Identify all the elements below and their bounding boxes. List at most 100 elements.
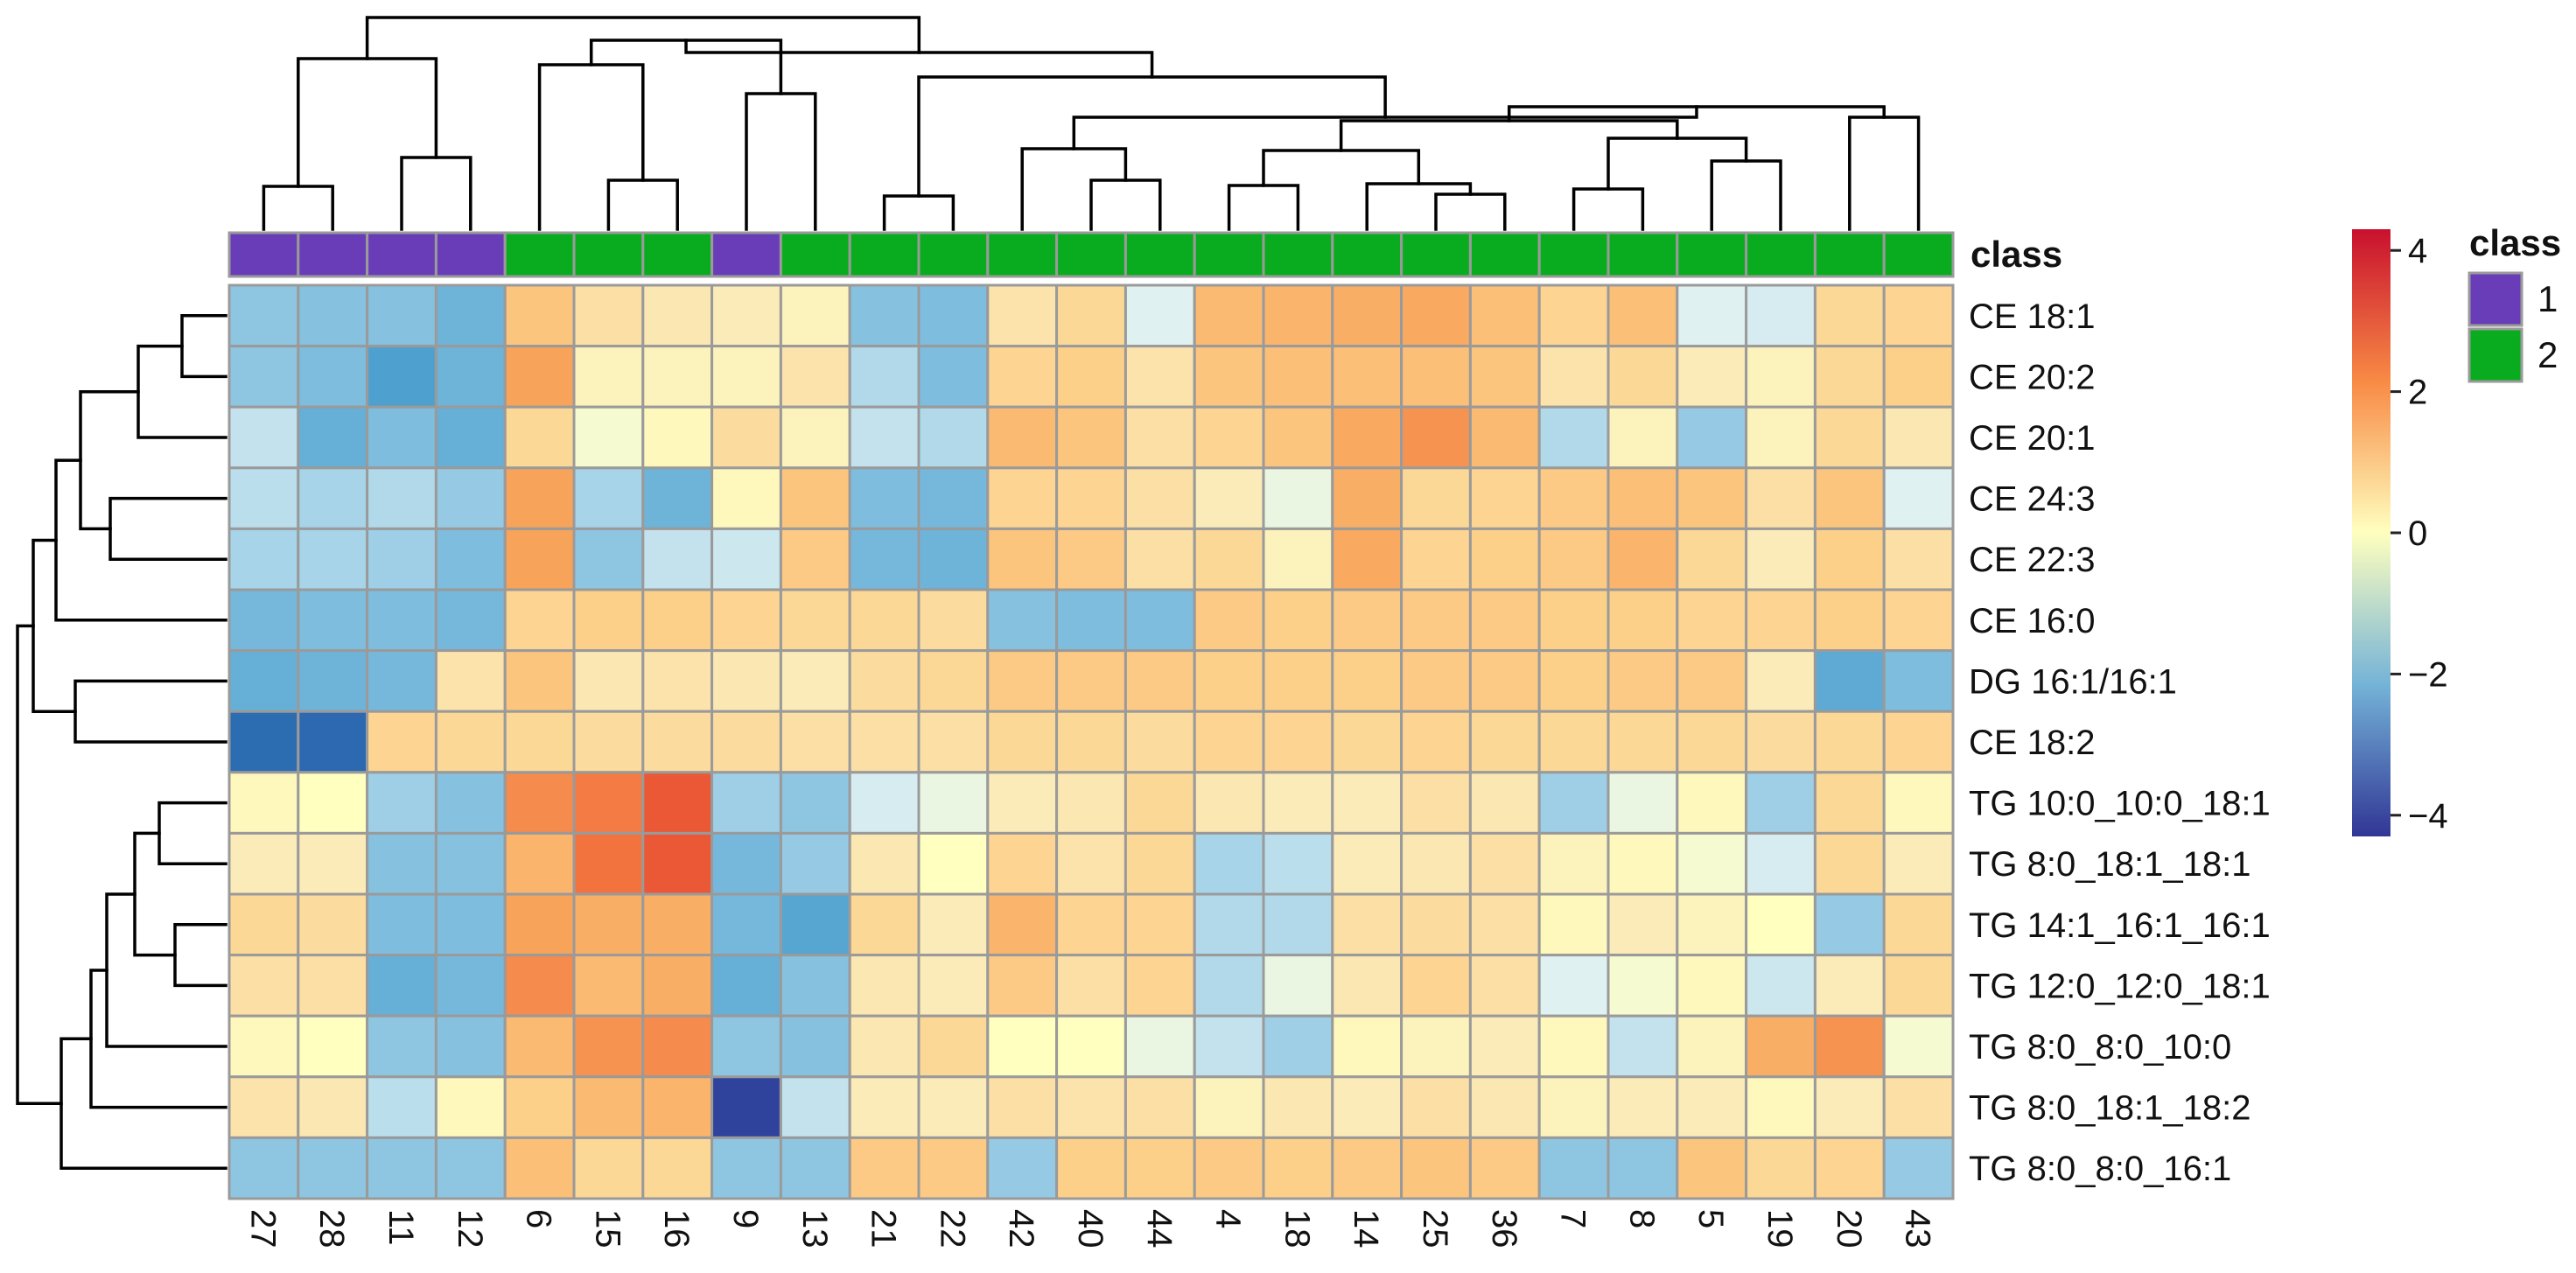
heatmap-cell <box>1331 1075 1404 1139</box>
heatmap-cell <box>1262 345 1334 409</box>
heatmap-cell <box>1055 466 1127 530</box>
heatmap-cell <box>1468 892 1541 957</box>
column-dendrogram-branch <box>606 178 679 231</box>
heatmap-cell <box>1124 405 1196 470</box>
heatmap-cell <box>1813 588 1886 653</box>
heatmap-cell <box>1745 1075 1816 1139</box>
heatmap-cell <box>1193 831 1265 896</box>
heatmap-cell <box>1331 283 1404 348</box>
heatmap-cell <box>572 892 645 957</box>
column-dendrogram-branch <box>1227 184 1300 231</box>
heatmap-cell <box>1193 283 1265 348</box>
heatmap-cell <box>917 771 990 835</box>
heatmap-cell <box>228 954 300 1018</box>
heatmap-cell <box>1745 954 1816 1018</box>
heatmap-cell <box>710 1136 782 1200</box>
heatmap-cell <box>1676 771 1748 835</box>
heatmap-cell <box>228 345 300 409</box>
heatmap-cell <box>1262 1075 1334 1139</box>
heatmap-cell <box>848 588 920 653</box>
heatmap-cell <box>1262 710 1334 774</box>
heatmap-cell <box>1882 588 1955 653</box>
row-label: TG 10:0_10:0_18:1 <box>1969 785 2271 823</box>
heatmap-cell <box>1813 710 1886 774</box>
heatmap-cell <box>1400 405 1472 470</box>
heatmap-cell <box>1193 1014 1265 1079</box>
heatmap-cell <box>1468 954 1541 1018</box>
heatmap-cell <box>1468 283 1541 348</box>
heatmap-cell <box>986 892 1059 957</box>
column-label: 22 <box>933 1209 971 1249</box>
heatmap-cell <box>1606 1014 1679 1079</box>
heatmap-cell <box>1676 954 1748 1018</box>
heatmap-cell <box>1676 588 1748 653</box>
heatmap-cell <box>297 405 369 470</box>
heatmap-cells <box>228 283 1955 1200</box>
heatmap-cell <box>1537 466 1610 530</box>
annotation-cell <box>1331 231 1404 278</box>
annotation-row-label: class <box>1970 234 2062 275</box>
heatmap-cell <box>228 1014 300 1079</box>
heatmap-cell <box>710 771 782 835</box>
heatmap-cell <box>1055 771 1127 835</box>
heatmap-cell <box>1124 466 1196 530</box>
heatmap-cell <box>1606 466 1679 530</box>
heatmap-cell <box>503 1136 576 1200</box>
heatmap-cell <box>1124 771 1196 835</box>
heatmap-cell <box>1745 588 1816 653</box>
heatmap-cell <box>1745 466 1816 530</box>
row-dendrogram-branch <box>158 801 228 865</box>
heatmap-cell <box>641 1075 714 1139</box>
heatmap-cell <box>572 527 645 591</box>
heatmap-cell <box>1468 710 1541 774</box>
column-dendrogram-branch <box>882 194 956 231</box>
heatmap-cell <box>1676 527 1748 591</box>
row-dendrogram-branch <box>180 314 228 379</box>
heatmap-cell <box>641 466 714 530</box>
heatmap-cell <box>366 831 438 896</box>
heatmap-cell <box>572 710 645 774</box>
row-dendrogram <box>16 314 228 1170</box>
row-label: TG 14:1_16:1_16:1 <box>1969 906 2271 945</box>
heatmap-cell <box>572 1075 645 1139</box>
heatmap-cell <box>917 954 990 1018</box>
heatmap-cell <box>1468 771 1541 835</box>
heatmap-cell <box>1193 649 1265 713</box>
color-scale-ticks: 4 2 0 −2 −4 <box>2390 232 2448 836</box>
heatmap-cell <box>503 1075 576 1139</box>
column-label: 8 <box>1622 1209 1661 1228</box>
heatmap-cell <box>434 1075 507 1139</box>
heatmap-cell <box>1331 1136 1404 1200</box>
heatmap-cell <box>1882 1075 1955 1139</box>
heatmap-cell <box>1193 345 1265 409</box>
heatmap-cell <box>1745 283 1816 348</box>
column-dendrogram-branch <box>745 92 817 231</box>
heatmap-cell <box>986 1136 1059 1200</box>
column-label: 19 <box>1760 1209 1799 1249</box>
heatmap-cell <box>641 345 714 409</box>
heatmap-cell <box>641 649 714 713</box>
heatmap-cell <box>1262 466 1334 530</box>
heatmap-cell <box>1537 831 1610 896</box>
heatmap-cell <box>1606 771 1679 835</box>
heatmap-cell <box>710 649 782 713</box>
heatmap-cell <box>297 527 369 591</box>
heatmap-cell <box>641 892 714 957</box>
heatmap-cell <box>1468 1136 1541 1200</box>
column-dendrogram-branch <box>297 57 438 188</box>
heatmap-cell <box>434 1014 507 1079</box>
heatmap-cell <box>1745 527 1816 591</box>
heatmap-cell <box>986 710 1059 774</box>
heatmap-cell <box>1124 831 1196 896</box>
heatmap-cell <box>710 345 782 409</box>
heatmap-cell <box>1331 771 1404 835</box>
heatmap-cell <box>228 649 300 713</box>
heatmap-cell <box>710 588 782 653</box>
heatmap-cell <box>986 405 1059 470</box>
heatmap-cell <box>297 466 369 530</box>
heatmap-cell <box>1676 1014 1748 1079</box>
heatmap-cell <box>710 405 782 470</box>
heatmap-cell <box>1676 1075 1748 1139</box>
heatmap-cell <box>1882 466 1955 530</box>
